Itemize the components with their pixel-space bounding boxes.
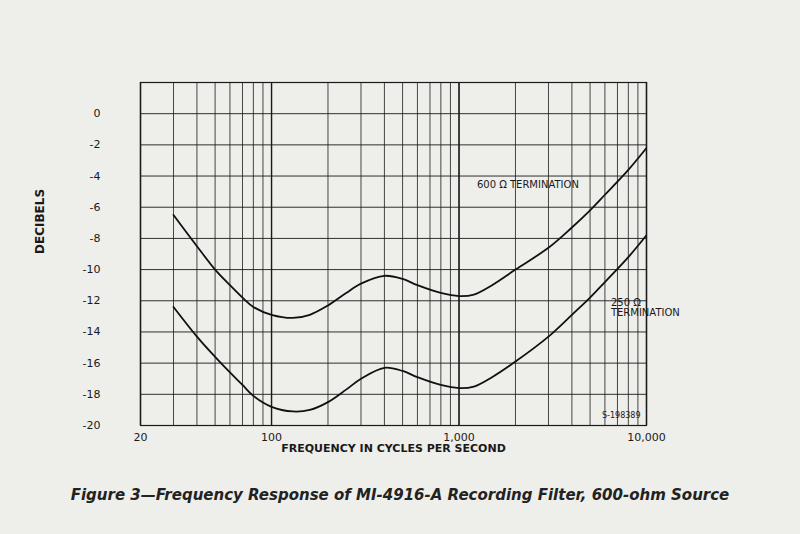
svg-text:250 ΩTERMINATION: 250 ΩTERMINATION <box>610 297 680 318</box>
svg-text:DECIBELS: DECIBELS <box>33 189 47 254</box>
svg-text:-8: -8 <box>90 232 101 245</box>
svg-text:-6: -6 <box>90 201 101 214</box>
svg-text:-2: -2 <box>90 138 101 151</box>
svg-text:-20: -20 <box>83 419 101 432</box>
svg-text:10,000: 10,000 <box>627 431 666 444</box>
svg-text:-12: -12 <box>83 294 101 307</box>
svg-text:-4: -4 <box>90 170 101 183</box>
svg-text:-18: -18 <box>83 388 101 401</box>
svg-text:0: 0 <box>94 107 101 120</box>
svg-text:1,000: 1,000 <box>443 431 475 445</box>
svg-text:20: 20 <box>134 431 148 444</box>
svg-text:-14: -14 <box>83 325 101 338</box>
svg-text:-16: -16 <box>83 357 101 370</box>
svg-text:S-198389: S-198389 <box>602 411 641 420</box>
svg-text:-10: -10 <box>83 263 101 276</box>
svg-text:FREQUENCY IN CYCLES PER SECOND: FREQUENCY IN CYCLES PER SECOND <box>281 442 506 455</box>
svg-text:600 Ω TERMINATION: 600 Ω TERMINATION <box>477 179 579 190</box>
svg-text:100: 100 <box>261 431 282 444</box>
html-text:Figure 3—Frequency Response of: Figure 3—Frequency Response of MI-4916-A… <box>70 486 730 504</box>
